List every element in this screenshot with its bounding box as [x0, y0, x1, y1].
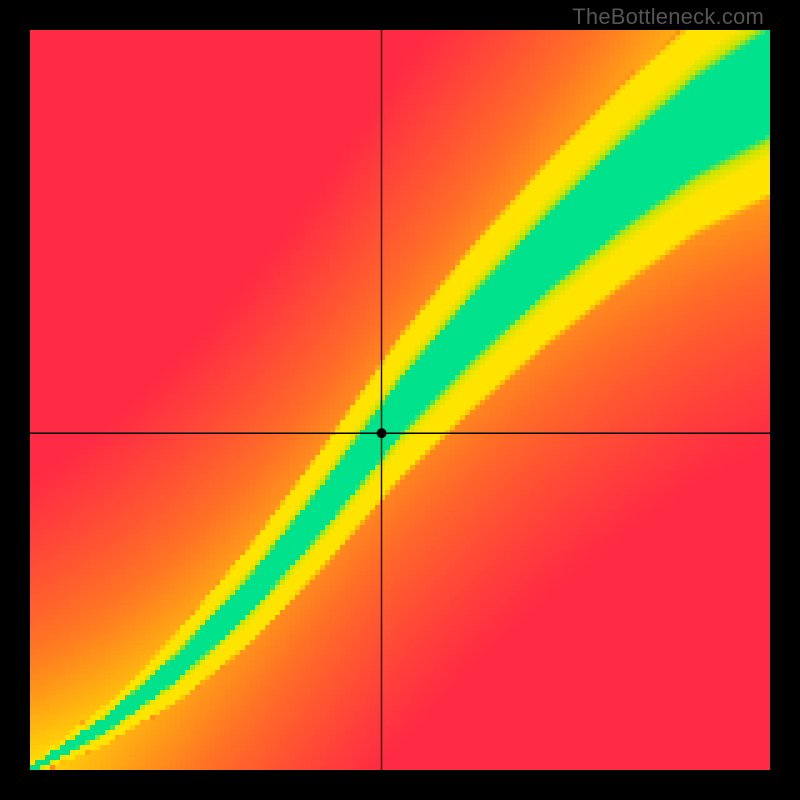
watermark-text: TheBottleneck.com — [572, 4, 764, 30]
chart-container: TheBottleneck.com — [0, 0, 800, 800]
plot-area — [30, 30, 770, 770]
bottleneck-heatmap — [30, 30, 770, 770]
